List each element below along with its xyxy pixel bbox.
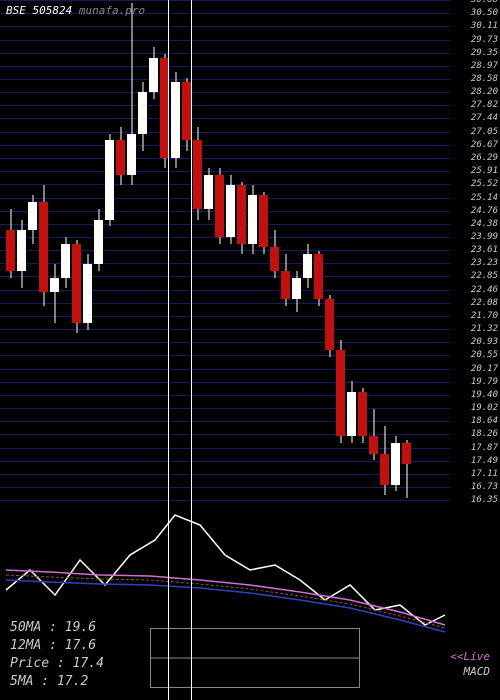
- price-axis-label: 16.73: [471, 482, 498, 492]
- candle: [116, 0, 125, 500]
- price-axis-label: 24.38: [471, 219, 498, 229]
- candle: [369, 0, 378, 500]
- chart-header: BSE 505824 munafa.pro: [6, 4, 145, 17]
- price-axis-label: 27.05: [471, 127, 498, 137]
- price-axis-label: 27.44: [471, 113, 498, 123]
- price-axis-label: 20.55: [471, 350, 498, 360]
- price-axis-label: 23.99: [471, 232, 498, 242]
- candle: [94, 0, 103, 500]
- candle: [138, 0, 147, 500]
- candle: [105, 0, 114, 500]
- indicator-panel: 50MA : 19.6 12MA : 17.6 Price : 17.4 5MA…: [0, 500, 500, 700]
- price-axis-label: 18.64: [471, 416, 498, 426]
- price-axis-label: 21.32: [471, 324, 498, 334]
- candle: [336, 0, 345, 500]
- candle: [204, 0, 213, 500]
- price-axis-label: 30.11: [471, 21, 498, 31]
- candle: [171, 0, 180, 500]
- price-axis-label: 19.79: [471, 377, 498, 387]
- candle: [50, 0, 59, 500]
- candle: [83, 0, 92, 500]
- price-axis-label: 17.49: [471, 456, 498, 466]
- candle: [61, 0, 70, 500]
- price-axis-label: 20.17: [471, 364, 498, 374]
- price-axis-label: 28.20: [471, 87, 498, 97]
- info-box: [150, 628, 360, 688]
- price-axis-label: 17.87: [471, 443, 498, 453]
- candle: [281, 0, 290, 500]
- price-axis-label: 28.97: [471, 61, 498, 71]
- candle: [259, 0, 268, 500]
- price-axis-label: 25.14: [471, 193, 498, 203]
- ma12-label: 12MA : 17.6: [10, 638, 96, 653]
- candle: [193, 0, 202, 500]
- source-label: munafa.pro: [79, 4, 145, 17]
- candle: [6, 0, 15, 500]
- live-label: <<Live: [450, 650, 490, 663]
- candle: [391, 0, 400, 500]
- price-axis-label: 26.67: [471, 140, 498, 150]
- ma5-label: 5MA : 17.2: [10, 674, 88, 689]
- price-axis-label: 20.93: [471, 337, 498, 347]
- price-axis-label: 18.26: [471, 429, 498, 439]
- candle: [182, 0, 191, 500]
- indicator-line: [6, 515, 445, 625]
- ticker-label: BSE 505824: [6, 4, 72, 17]
- candle: [17, 0, 26, 500]
- macd-label: MACD: [464, 665, 491, 678]
- cursor-vline: [168, 0, 169, 700]
- candle: [226, 0, 235, 500]
- price-axis-label: 26.29: [471, 153, 498, 163]
- candle: [358, 0, 367, 500]
- candle: [127, 0, 136, 500]
- price-axis-label: 17.11: [471, 469, 498, 479]
- price-axis-label: 23.23: [471, 258, 498, 268]
- candle: [72, 0, 81, 500]
- price-axis-label: 21.70: [471, 311, 498, 321]
- ma50-label: 50MA : 19.6: [10, 620, 96, 635]
- candle: [237, 0, 246, 500]
- price-axis-label: 22.85: [471, 271, 498, 281]
- candle: [314, 0, 323, 500]
- candle: [215, 0, 224, 500]
- price-axis-label: 29.35: [471, 48, 498, 58]
- price-axis-label: 25.52: [471, 179, 498, 189]
- candle: [402, 0, 411, 500]
- candle: [39, 0, 48, 500]
- price-axis-label: 22.46: [471, 285, 498, 295]
- price-axis-label: 23.61: [471, 245, 498, 255]
- cursor-vline: [191, 0, 192, 700]
- candle: [28, 0, 37, 500]
- price-axis-label: 25.91: [471, 166, 498, 176]
- price-axis-label: 28.58: [471, 74, 498, 84]
- candle: [347, 0, 356, 500]
- candle: [303, 0, 312, 500]
- candle: [270, 0, 279, 500]
- price-axis-label: 19.02: [471, 403, 498, 413]
- candle: [149, 0, 158, 500]
- price-axis-label: 16.35: [471, 495, 498, 505]
- price-axis-label: 24.76: [471, 206, 498, 216]
- price-axis-label: 29.73: [471, 35, 498, 45]
- price-axis-label: 30.50: [471, 8, 498, 18]
- candle: [292, 0, 301, 500]
- price-axis-label: 22.08: [471, 298, 498, 308]
- price-axis-label: 27.82: [471, 100, 498, 110]
- candle: [248, 0, 257, 500]
- candlestick-chart: BSE 505824 munafa.pro: [0, 0, 450, 500]
- price-label: Price : 17.4: [10, 656, 104, 671]
- price-axis-label: 19.40: [471, 390, 498, 400]
- price-axis-label: 30.88: [471, 0, 498, 5]
- candle: [380, 0, 389, 500]
- candle: [325, 0, 334, 500]
